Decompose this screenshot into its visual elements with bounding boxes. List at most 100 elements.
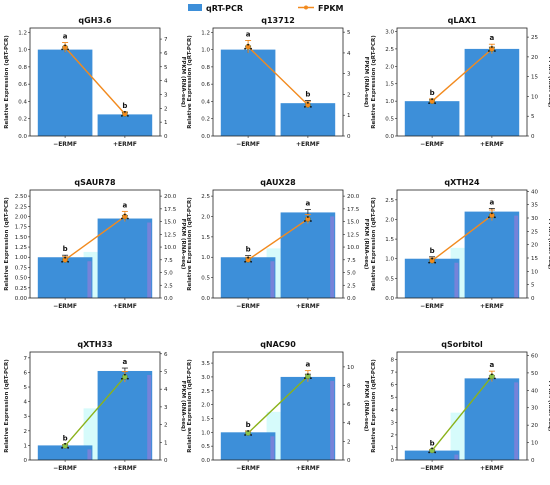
y2-tick-label: 17.5 [164,207,177,213]
plot-frame [396,27,528,137]
y-tick-label: 0 [24,458,28,464]
panel-title: qNAC90 [260,340,296,349]
sample-dot [431,447,433,450]
y-tick-label: 1.0 [385,99,394,105]
y2-tick-label: 6 [164,352,168,358]
y2-tick-label: 0 [531,458,535,464]
y-axis-label: Relative Expression (qRT-PCR) [187,359,193,453]
sample-dot [124,110,126,113]
sample-dot [494,216,496,219]
y2-tick-label: 25 [531,229,538,235]
sample-dot [434,261,436,264]
sample-dot [307,101,309,104]
y-tick-label: 5 [24,385,28,391]
y-tick-label: 0.00 [15,296,28,302]
y-tick-label: 0.2 [201,117,210,123]
x-tick-label: −ERMF [236,303,260,310]
y-tick-label: 8 [391,358,395,364]
y-tick-label: 1.0 [201,255,210,261]
y2-tick-label: 15.0 [347,220,360,226]
y-tick-label: 0.8 [18,65,27,71]
sample-dot [124,213,126,216]
panel-title: q13712 [261,16,295,25]
y-tick-label: 1.5 [201,235,210,241]
plot-frame [212,189,344,299]
x-tick-label: +ERMF [113,141,137,148]
sample-dot [64,256,66,259]
y-tick-label: 2.00 [15,214,28,220]
y-tick-label: 7 [391,370,395,376]
bar [464,378,520,460]
y-tick-label: 0.6 [18,82,27,88]
y2-tick-label: 0 [347,134,351,140]
bar-stripe [270,261,275,298]
bar-stripe [454,262,459,298]
y2-tick-label: 7.5 [347,258,356,264]
y-tick-label: 0.4 [18,99,27,105]
x-tick-label: −ERMF [53,465,77,472]
y2-tick-label: 5 [531,114,535,120]
y2-tick-label: 20 [531,243,538,249]
sample-dot [64,442,66,445]
y-tick-label: 1.2 [18,30,27,36]
y-tick-label: 0.0 [201,458,210,464]
y-tick-label: 5 [391,395,395,401]
y-tick-label: 0.0 [201,296,210,302]
bar [97,218,153,298]
bar [280,212,336,298]
sample-dot [307,216,309,218]
bar [37,257,93,298]
y-tick-label: 1.0 [18,48,27,54]
y2-axis-label: FPKM (RNA-seq) [180,381,186,432]
sample-dot [124,373,126,376]
y2-tick-label: 4 [164,387,168,393]
bar [280,103,336,136]
y-tick-label: 0.5 [385,117,394,123]
sample-dot [491,373,493,376]
y2-tick-label: 10.0 [164,245,177,251]
y2-axis-label: FPKM (RNA-seq) [547,57,550,108]
y2-tick-label: 15 [531,75,538,81]
panel-title: qSorbitol [441,340,483,349]
y-tick-label: 7 [24,356,28,362]
y-tick-label: 2.0 [385,64,394,70]
sample-dot [127,377,129,380]
bar [404,258,460,298]
fpkm-line [431,375,493,451]
x-tick-label: +ERMF [296,141,320,148]
sig-letter: b [246,246,251,254]
sample-dot [428,261,430,264]
bar-stripe [330,380,335,460]
y-tick-label: 1.50 [15,235,28,241]
plot-frame [29,27,161,137]
y2-tick-label: 2 [164,106,168,112]
y-tick-label: 1.5 [201,416,210,422]
sample-dot [250,260,253,263]
sample-dot [434,451,436,454]
x-tick-label: −ERMF [236,465,260,472]
sample-dot [428,102,430,105]
y-tick-label: 2.0 [385,217,394,223]
sample-dot [250,47,253,50]
y2-tick-label: 40 [531,388,538,394]
fpkm-line [64,215,126,261]
plot-frame [396,189,528,299]
sample-dot [61,260,63,263]
sig-letter: b [122,102,127,110]
bar-stripe [514,382,519,460]
y2-tick-label: 2.5 [347,283,356,289]
bar [37,49,93,136]
y-tick-label: 0.0 [385,296,394,302]
y2-tick-label: 5 [164,369,168,375]
bar-stripe [87,449,92,460]
y2-axis-label: FPKM (RNA-seq) [547,381,550,432]
y2-tick-label: 2 [164,423,168,429]
y-tick-label: 0.5 [201,444,210,450]
y-tick-label: 0.75 [15,265,28,271]
sample-dot [310,105,312,108]
y2-tick-label: 1 [164,440,168,446]
y2-tick-label: 5 [347,30,351,36]
legend-bar-label: qRT-PCR [206,4,243,13]
chart-panel: qGH3.6 a b 0.0 0.2 0.4 0.6 0.8 1.0 1.2 0 1 2 3 4 5 6 7 −ER… [4,16,186,148]
